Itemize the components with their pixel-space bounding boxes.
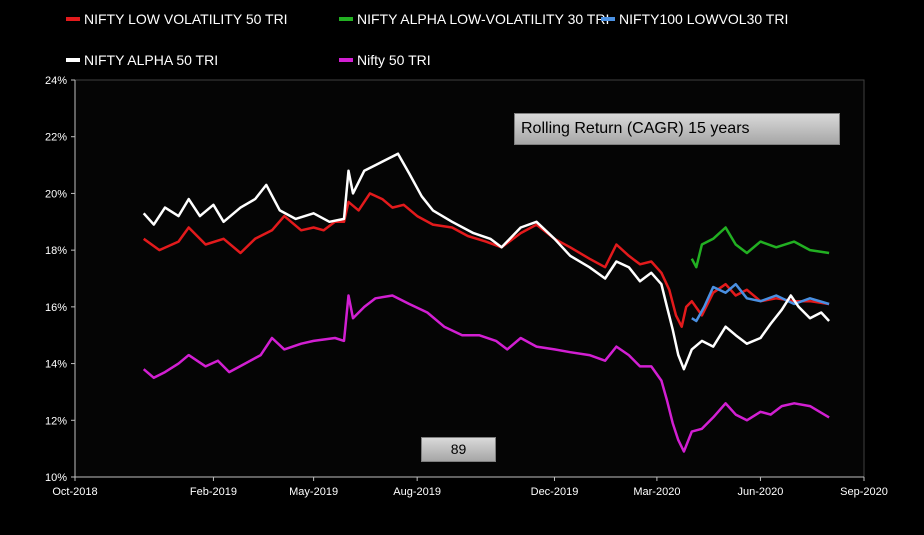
y-tick-label: 16% [45,302,67,314]
legend-swatch [66,58,80,62]
legend-swatch [601,17,615,21]
x-tick-label: Dec-2019 [531,486,579,498]
y-tick-label: 18% [45,245,67,257]
y-tick-label: 14% [45,359,67,371]
series-line-nifty-50-tri [142,294,830,453]
legend-swatch [339,58,353,62]
series-line-nifty-alpha-50-tri [142,152,831,371]
legend-item-alpha-low-volatility-30: NIFTY ALPHA LOW-VOLATILITY 30 TRI [339,9,609,29]
x-tick-label: Feb-2019 [190,486,237,498]
y-tick-label: 22% [45,132,67,144]
legend-item-alpha-50: NIFTY ALPHA 50 TRI [66,50,218,70]
series-layer [142,152,831,453]
x-tick-label: Jun-2020 [738,486,784,498]
chart-title-box: Rolling Return (CAGR) 15 years [514,113,840,145]
y-tick-label: 10% [45,472,67,484]
legend-item-low-volatility-50: NIFTY LOW VOLATILITY 50 TRI [66,9,288,29]
x-tick-label: May-2019 [289,486,338,498]
series-line-nifty-alpha-low-volatility-30-tri [690,226,830,269]
x-tick-label: Aug-2019 [393,486,441,498]
legend-label: NIFTY ALPHA 50 TRI [84,52,219,68]
count-box: 89 [421,437,496,462]
legend-swatch [339,17,353,21]
y-tick-label: 24% [45,75,67,87]
x-tick-label: Oct-2018 [52,486,97,498]
x-tick-label: Sep-2020 [840,486,888,498]
legend-swatch [66,17,80,21]
x-tick-label: Mar-2020 [633,486,680,498]
axes: 10% 12% 14% 16% 18% 20% 22% 24% Oct-2018 Feb-2019… [45,75,888,498]
legend-item-nifty100-lowvol30: NIFTY100 LOWVOL30 TRI [601,9,788,29]
legend-label: Nifty 50 TRI [357,52,431,68]
legend: NIFTY LOW VOLATILITY 50 TRI NIFTY ALPHA … [0,0,924,75]
legend-label: NIFTY LOW VOLATILITY 50 TRI [84,11,288,27]
y-tick-label: 20% [45,188,67,200]
legend-item-nifty-50: Nifty 50 TRI [339,50,431,70]
legend-label: NIFTY ALPHA LOW-VOLATILITY 30 TRI [357,11,610,27]
legend-label: NIFTY100 LOWVOL30 TRI [619,11,789,27]
y-tick-label: 12% [45,415,67,427]
